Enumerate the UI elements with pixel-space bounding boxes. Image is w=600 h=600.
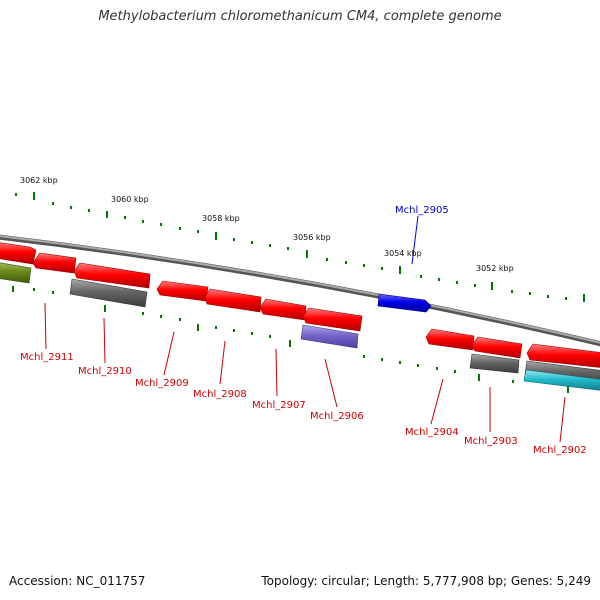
- gene-label[interactable]: Mchl_2903: [464, 436, 518, 447]
- ruler-label: 3054 kbp: [384, 249, 422, 258]
- gene-label[interactable]: Mchl_2908: [193, 389, 247, 400]
- gene-label[interactable]: Mchl_2910: [78, 366, 132, 377]
- gene-mchl-2909-arrow[interactable]: [156, 280, 209, 302]
- gene-label[interactable]: Mchl_2906: [310, 411, 364, 422]
- gene-mchl-2902-arrow[interactable]: [526, 343, 600, 368]
- gene-mchl-2912-arrow[interactable]: [0, 242, 37, 265]
- gene-mchl-2905-arrow[interactable]: [377, 293, 432, 313]
- gene-mchl-2910-arrow[interactable]: [73, 262, 151, 289]
- ruler-label: 3062 kbp: [20, 176, 58, 185]
- gene-mchl-2911-arrow[interactable]: [32, 252, 77, 274]
- gene-label[interactable]: Mchl_2905: [395, 205, 449, 216]
- gene-label[interactable]: Mchl_2902: [533, 445, 587, 456]
- gene-label[interactable]: Mchl_2907: [252, 400, 306, 411]
- feature-olive-block[interactable]: [0, 262, 32, 284]
- upper-ruler-ticks: [15, 192, 585, 302]
- ruler-label: 3058 kbp: [202, 214, 240, 223]
- gene-labels: Mchl_2905 Mchl_2911 Mchl_2910 Mchl_2909 …: [20, 205, 587, 456]
- genome-summary-text: Topology: circular; Length: 5,777,908 bp…: [261, 574, 591, 588]
- ruler-label: 3060 kbp: [111, 195, 149, 204]
- ruler-label: 3052 kbp: [476, 264, 514, 273]
- ruler-labels: 3062 kbp 3060 kbp 3058 kbp 3056 kbp 3054…: [20, 176, 514, 273]
- gene-label[interactable]: Mchl_2911: [20, 352, 74, 363]
- feature-gray-block[interactable]: [69, 278, 148, 308]
- reverse-strand-genes: [0, 242, 600, 368]
- gene-mchl-2908-arrow[interactable]: [204, 288, 262, 313]
- map-title: Methylobacterium chloromethanicum CM4, c…: [98, 9, 502, 24]
- gene-mchl-2907-arrow[interactable]: [259, 298, 307, 321]
- lower-ruler-ticks: [12, 286, 569, 393]
- genome-backbone: [0, 234, 600, 347]
- ruler-label: 3056 kbp: [293, 233, 331, 242]
- feature-gray-block[interactable]: [469, 353, 520, 374]
- label-leader-lines: [44, 215, 566, 443]
- feature-purple-block[interactable]: [300, 324, 359, 349]
- accession-text: Accession: NC_011757: [9, 574, 146, 588]
- feature-track: [0, 262, 600, 391]
- gene-mchl-2906-arrow[interactable]: [302, 307, 363, 332]
- feature-teal-block[interactable]: [523, 369, 600, 391]
- gene-mchl-2903-arrow[interactable]: [471, 336, 523, 359]
- gene-label[interactable]: Mchl_2904: [405, 427, 459, 438]
- gene-mchl-2904-arrow[interactable]: [425, 328, 475, 351]
- gene-label[interactable]: Mchl_2909: [135, 378, 189, 389]
